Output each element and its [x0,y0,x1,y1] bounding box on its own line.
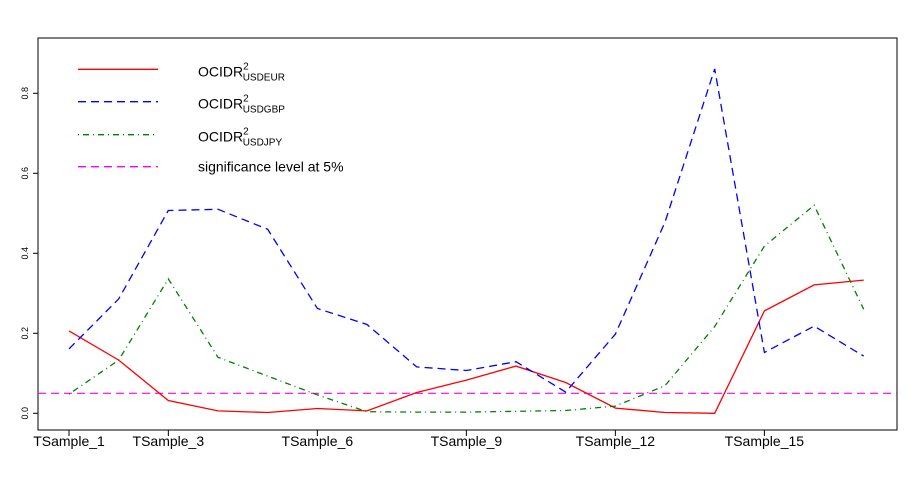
y-tick-label: 0.4 [20,247,30,260]
y-axis: 0.0 0.2 0.4 0.6 0.8 [20,87,38,420]
series-lines [38,69,897,413]
legend-name: OCIDR [198,63,243,79]
x-tick-label: TSample_9 [431,433,503,449]
y-tick-label: 0.8 [20,87,30,100]
series-line-usdgbp [69,69,864,392]
legend-subscript: USDEUR [243,72,285,83]
legend-subscript: USDJPY [243,138,283,149]
x-tick-label: TSample_12 [576,433,656,449]
x-axis: TSample_1 TSample_3 TSample_6 TSample_9 TSam… [33,430,804,449]
y-tick-label: 0.0 [20,407,30,420]
y-tick-label: 0.2 [20,327,30,340]
x-tick-label: TSample_6 [282,433,354,449]
y-tick-label: 0.6 [20,167,30,180]
legend-superscript: 2 [243,94,249,105]
legend-subscript: USDGBP [243,105,286,116]
legend-superscript: 2 [243,61,249,72]
x-tick-label: TSample_15 [725,433,805,449]
legend-item-significance: significance level at 5% [78,159,344,175]
legend-name: OCIDR [198,129,243,145]
plot-frame [38,38,897,430]
x-tick-label: TSample_3 [133,433,205,449]
legend-name: OCIDR [198,96,243,112]
x-tick-label: TSample_1 [33,433,105,449]
legend-label: significance level at 5% [198,159,344,175]
legend-superscript: 2 [243,127,249,138]
